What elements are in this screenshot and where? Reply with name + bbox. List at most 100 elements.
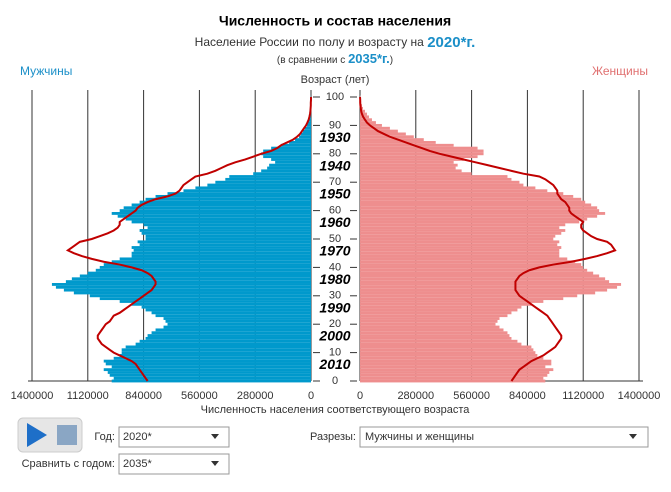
- x-tick-label: 280000: [397, 390, 434, 402]
- bar: [103, 368, 311, 372]
- bar: [131, 246, 311, 249]
- bar: [151, 331, 311, 335]
- bar: [133, 248, 311, 252]
- dropdown-arrow: [211, 434, 219, 439]
- right-label: Женщины: [592, 64, 648, 78]
- cohort-label: 1940: [319, 157, 350, 173]
- select-box[interactable]: [118, 453, 230, 475]
- year-select[interactable]: 2020*: [118, 426, 230, 448]
- bar: [71, 277, 311, 281]
- bar: [360, 220, 580, 224]
- bar: [360, 135, 414, 139]
- bar: [308, 121, 311, 124]
- bar: [360, 217, 588, 221]
- bar: [103, 263, 311, 266]
- bar: [167, 192, 311, 195]
- y-tick-label: 60: [329, 205, 341, 217]
- bar: [281, 143, 311, 147]
- bar: [215, 180, 311, 184]
- bar: [111, 379, 311, 383]
- bar: [360, 300, 544, 303]
- x-tick-label: 280000: [237, 390, 274, 402]
- bar: [207, 183, 311, 187]
- bar: [360, 243, 558, 247]
- bar: [261, 152, 311, 156]
- bar: [360, 291, 596, 295]
- bar: [360, 160, 454, 164]
- x-tick-label: 1400000: [618, 390, 661, 402]
- bar: [135, 342, 311, 346]
- bar: [360, 328, 504, 332]
- bar: [107, 371, 311, 374]
- bar: [360, 229, 566, 232]
- bar: [360, 368, 554, 372]
- bar: [360, 240, 560, 244]
- bar: [151, 311, 311, 315]
- bar: [167, 322, 311, 326]
- x-tick-label: 560000: [181, 390, 218, 402]
- bar: [360, 268, 588, 272]
- bar: [360, 271, 594, 275]
- select-box[interactable]: [359, 426, 649, 448]
- bar: [303, 129, 311, 133]
- bar: [119, 209, 311, 213]
- bar: [145, 197, 311, 201]
- bar: [360, 334, 510, 337]
- bar: [360, 351, 536, 355]
- bar: [360, 166, 456, 170]
- bar: [305, 126, 311, 130]
- bar: [55, 285, 311, 289]
- bar: [139, 243, 311, 247]
- bar: [147, 334, 311, 337]
- subtitle-year: 2020*г.: [427, 34, 475, 51]
- bar: [139, 339, 311, 343]
- year-value: 2020*: [123, 431, 152, 443]
- x-tick-label: 0: [308, 390, 314, 402]
- bar: [360, 325, 500, 329]
- bar: [360, 265, 584, 269]
- x-tick-label: 840000: [125, 390, 162, 402]
- bar: [183, 189, 311, 193]
- bar: [360, 294, 578, 298]
- subtitle-prefix: Население России по полу и возрасту на: [195, 35, 425, 49]
- bar: [111, 260, 311, 264]
- slice-select[interactable]: Мужчины и женщины: [359, 426, 649, 448]
- bar: [360, 149, 484, 153]
- cohort-label: 1980: [319, 271, 350, 287]
- bar: [360, 251, 560, 255]
- y-tick-label: 0: [332, 375, 338, 387]
- bar: [360, 280, 610, 284]
- chart-title: Численность и состав населения: [219, 13, 451, 29]
- select-box[interactable]: [118, 426, 230, 448]
- stop-button[interactable]: [57, 425, 77, 445]
- play-button[interactable]: [27, 423, 47, 447]
- slice-value: Мужчины и женщины: [365, 431, 474, 443]
- bar: [145, 237, 311, 241]
- bar: [360, 285, 618, 289]
- bar: [99, 265, 311, 269]
- cohort-label: 1990: [319, 299, 350, 315]
- bar: [360, 186, 536, 190]
- bar: [195, 186, 311, 190]
- bar: [145, 308, 311, 312]
- compare-year: 2035*г.: [348, 51, 390, 66]
- bar: [360, 172, 472, 176]
- compare-line: (в сравнении с 2035*г.): [277, 51, 393, 66]
- bar: [360, 317, 500, 320]
- bar: [360, 197, 582, 201]
- bar: [111, 212, 311, 215]
- bar: [360, 356, 544, 360]
- bar: [131, 251, 311, 255]
- compare-line: [359, 96, 617, 382]
- bar: [360, 109, 365, 113]
- cohort-label: 1960: [319, 214, 350, 230]
- bar: [269, 163, 311, 167]
- bar: [131, 302, 311, 306]
- y-tick-label: 40: [329, 261, 341, 273]
- compare-select[interactable]: 2035*: [118, 453, 230, 475]
- year-label: Год:: [94, 431, 115, 443]
- bar: [73, 291, 311, 295]
- bar: [51, 283, 312, 286]
- left-label: Мужчины: [20, 64, 72, 78]
